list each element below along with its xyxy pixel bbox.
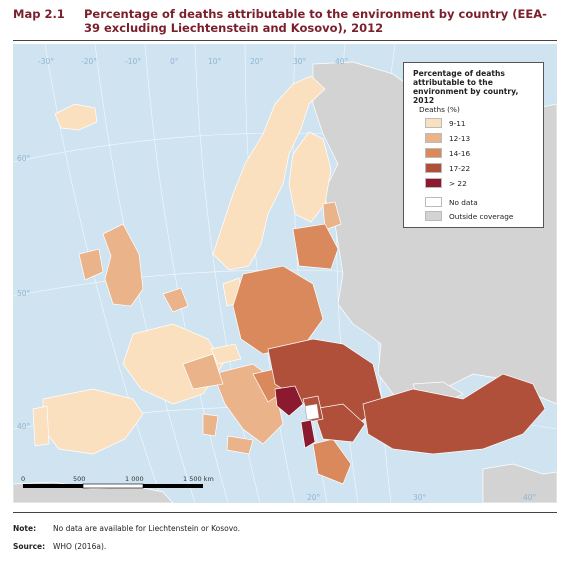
lon-label: 30° — [293, 57, 307, 66]
legend-label: 9-11 — [449, 119, 466, 128]
source-text: WHO (2016a). — [53, 542, 107, 551]
scale-seg — [143, 484, 203, 488]
legend-label: 12-13 — [449, 134, 471, 143]
class-gt22[interactable] — [274, 385, 316, 449]
legend-swatch — [425, 178, 442, 188]
lon-label: -10° — [125, 57, 141, 66]
country-netherlands-belgium[interactable] — [162, 287, 189, 313]
country-latvia-lithuania[interactable] — [292, 223, 339, 270]
scale-seg — [23, 484, 83, 488]
country-bosnia[interactable] — [274, 385, 304, 417]
lat-label: 40° — [17, 422, 31, 431]
note-text: No data are available for Liechtenstein … — [53, 524, 241, 533]
lon-label-bottom: 20° — [307, 493, 321, 502]
legend-swatch — [425, 133, 442, 143]
legend-label: > 22 — [449, 179, 467, 188]
country-sardinia[interactable] — [202, 413, 219, 437]
header-rule — [13, 40, 557, 41]
country-sicily[interactable] — [226, 435, 254, 455]
country-switzerland[interactable] — [210, 343, 242, 365]
footer-rule — [13, 512, 557, 513]
legend-label: Outside coverage — [449, 212, 514, 221]
country-austria-region[interactable] — [182, 353, 224, 390]
legend-label: 17-22 — [449, 164, 471, 173]
legend-subtitle: Deaths (%) — [419, 105, 460, 114]
legend-swatch — [425, 163, 442, 173]
legend-swatch — [425, 197, 442, 207]
lon-label: 0° — [170, 57, 179, 66]
scale-tick-label: 0 — [21, 475, 25, 483]
country-ireland[interactable] — [78, 248, 104, 281]
scale-seg — [82, 483, 144, 489]
scale-tick-label: 1 500 km — [183, 475, 214, 483]
scale-tick-label: 1 000 — [125, 475, 144, 483]
country-bulgaria[interactable] — [312, 403, 366, 443]
country-albania-macedonia[interactable] — [300, 419, 316, 449]
legend-title: Percentage of deaths attributable to the… — [413, 69, 519, 105]
country-turkey[interactable] — [362, 373, 546, 455]
lon-label-bottom: 40° — [523, 493, 537, 502]
legend-label: 14-16 — [449, 149, 471, 158]
country-kosovo-no-data[interactable] — [304, 403, 320, 421]
map-number: Map 2.1 — [13, 7, 65, 21]
lon-label: 40° — [335, 57, 349, 66]
lat-label: 60° — [17, 154, 31, 163]
graticule-labels: -30° -20° -10° 0° 10° 20° 30° 40° 60° 50… — [17, 57, 537, 502]
legend-swatch — [425, 118, 442, 128]
lon-label: -30° — [38, 57, 54, 66]
legend-swatch — [425, 211, 442, 221]
note-label: Note: — [13, 524, 37, 533]
lon-label: 10° — [208, 57, 222, 66]
legend-swatch — [425, 148, 442, 158]
country-united-kingdom[interactable] — [102, 223, 144, 307]
legend-label: No data — [449, 198, 478, 207]
scale-tick-label: 500 — [73, 475, 85, 483]
map-title: Percentage of deaths attributable to the… — [84, 7, 547, 35]
country-estonia[interactable] — [322, 201, 342, 231]
class-17-22[interactable] — [267, 338, 546, 455]
scale-bar: 0 500 1 000 1 500 km — [21, 475, 214, 489]
lat-label: 50° — [17, 289, 31, 298]
lon-label-bottom: 30° — [413, 493, 427, 502]
country-iceland[interactable] — [54, 103, 98, 131]
europe-map[interactable]: -30° -20° -10° 0° 10° 20° 30° 40° 60° 50… — [13, 44, 557, 503]
map-panel[interactable]: -30° -20° -10° 0° 10° 20° 30° 40° 60° 50… — [13, 44, 557, 503]
lon-label: 20° — [250, 57, 264, 66]
source-label: Source: — [13, 542, 46, 551]
middle-east — [482, 463, 557, 503]
lon-label: -20° — [81, 57, 97, 66]
country-portugal[interactable] — [32, 405, 50, 447]
country-norway-sweden[interactable] — [212, 75, 326, 271]
class-14-16[interactable] — [232, 223, 352, 485]
map-legend: Percentage of deaths attributable to the… — [403, 62, 544, 228]
